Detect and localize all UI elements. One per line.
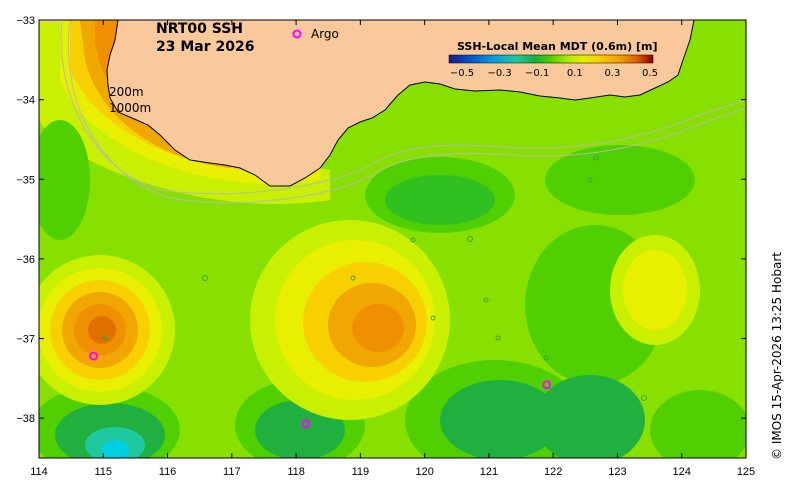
west-eddy (39, 255, 175, 405)
y-tick-label: −37 (16, 334, 35, 346)
coastline (106, 20, 695, 187)
x-tick-label: 120 (415, 466, 433, 478)
isobath-200m (60, 20, 746, 195)
x-tick-label: 115 (94, 466, 112, 478)
colorbar: SSH-Local Mean MDT (0.6m) [m] −0.5 −0.3 −0… (448, 40, 658, 79)
y-tick-label: −36 (16, 254, 35, 266)
x-tick-label: 114 (30, 466, 48, 478)
y-tick-label: −35 (16, 174, 35, 186)
colorbar-tick-label: −0.1 (525, 68, 549, 79)
argo-floats (89, 351, 552, 429)
credit-text: © IMOS 15-Apr-2026 13:25 Hobart (770, 252, 784, 460)
isobaths (60, 20, 746, 204)
x-tick-label: 118 (287, 466, 305, 478)
argo-float-marker (89, 351, 99, 361)
x-tick-label: 121 (480, 466, 498, 478)
map-field (39, 20, 746, 458)
argo-float-marker (301, 419, 311, 429)
isobath-label-1000m: 1000m (109, 101, 151, 115)
x-tick-label: 122 (544, 466, 562, 478)
colorbar-tick-label: 0.5 (642, 68, 658, 79)
colorbar-tick-label: −0.3 (487, 68, 511, 79)
colorbar-scale (448, 54, 654, 64)
y-tick-label: −33 (16, 15, 35, 27)
plot-frame (38, 19, 747, 459)
product-title: NRT00 SSH (156, 21, 243, 37)
y-tick-label: −34 (16, 95, 35, 107)
colorbar-title: SSH-Local Mean MDT (0.6m) [m] (457, 40, 657, 53)
date-title: 23 Mar 2026 (156, 39, 254, 55)
isobath-label-200m: 200m (109, 85, 144, 99)
x-tick-label: 116 (159, 466, 177, 478)
east-warm-patch (610, 235, 700, 345)
colorbar-tick-label: 0.3 (604, 68, 620, 79)
colorbar-tick-label: 0.1 (567, 68, 583, 79)
argo-legend-label: Argo (311, 27, 339, 41)
isobath-1000m (67, 20, 746, 204)
central-eddy (250, 220, 450, 420)
colorbar-ticks: −0.5 −0.3 −0.1 0.1 0.3 0.5 (450, 68, 658, 79)
argo-float-marker (542, 380, 552, 390)
argo-legend-symbol (292, 29, 302, 39)
x-tick-label: 117 (223, 466, 241, 478)
x-tick-label: 119 (352, 466, 370, 478)
colorbar-tick-label: −0.5 (450, 68, 474, 79)
axes: 114 115 116 117 118 119 120 121 122 123 124 125 −33 −… (16, 15, 755, 478)
drifter-markers (102, 155, 647, 401)
x-tick-label: 125 (737, 466, 755, 478)
y-tick-label: −38 (16, 413, 35, 425)
x-tick-label: 123 (608, 466, 626, 478)
x-tick-label: 124 (673, 466, 691, 478)
